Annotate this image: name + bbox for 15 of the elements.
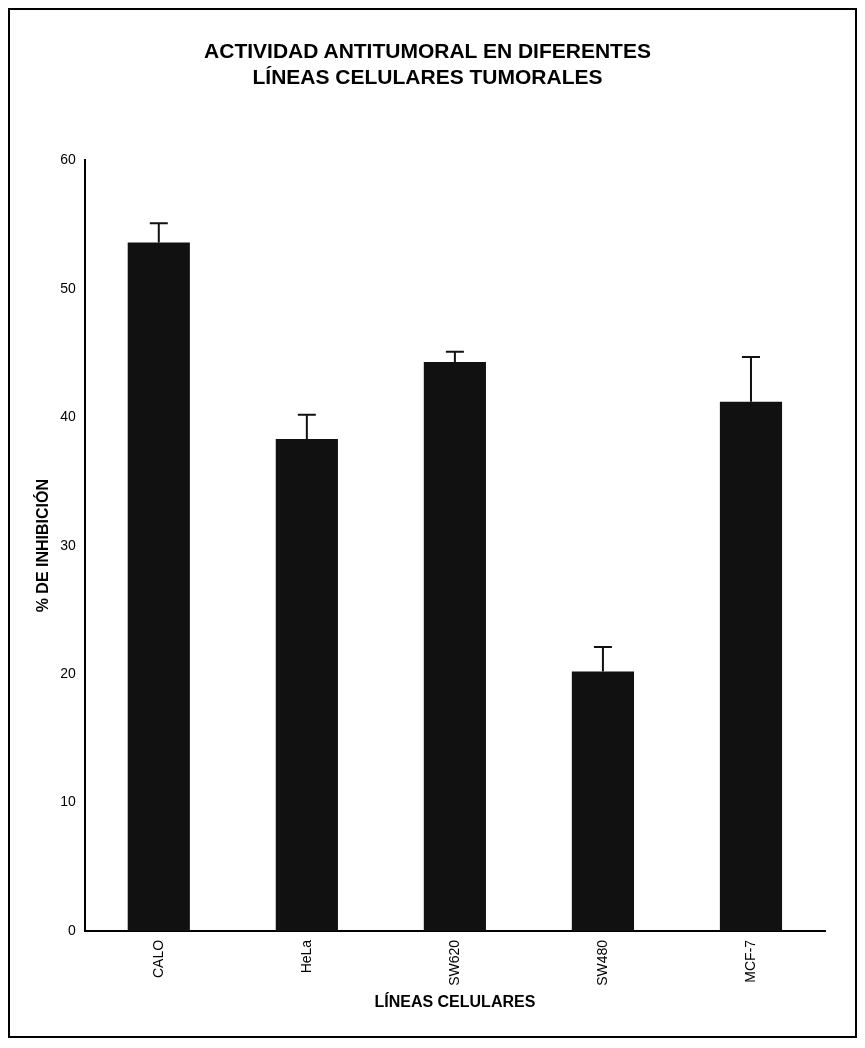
x-axis-title: LÍNEAS CELULARES — [374, 991, 536, 1010]
y-axis-title: % DE INHIBICIÓN — [33, 478, 52, 613]
y-tick-label: 60 — [60, 151, 76, 168]
y-tick-label: 40 — [60, 408, 76, 425]
y-tick-label: 0 — [67, 921, 76, 938]
y-tick-label: 50 — [60, 279, 76, 296]
x-tick-label: MCF-7 — [741, 939, 758, 983]
x-tick-label: CALO — [149, 939, 166, 979]
x-tick-label: SW480 — [593, 939, 610, 986]
x-tick-label: SW620 — [445, 939, 462, 986]
chart-title: ACTIVIDAD ANTITUMORAL EN DIFERENTES LÍNEAS CELULARES TUMORALES — [204, 39, 651, 88]
y-tick-label: 30 — [60, 536, 76, 553]
x-tick-label: HeLa — [297, 939, 314, 974]
y-tick-label: 10 — [60, 793, 76, 810]
y-tick-label: 20 — [60, 664, 76, 681]
